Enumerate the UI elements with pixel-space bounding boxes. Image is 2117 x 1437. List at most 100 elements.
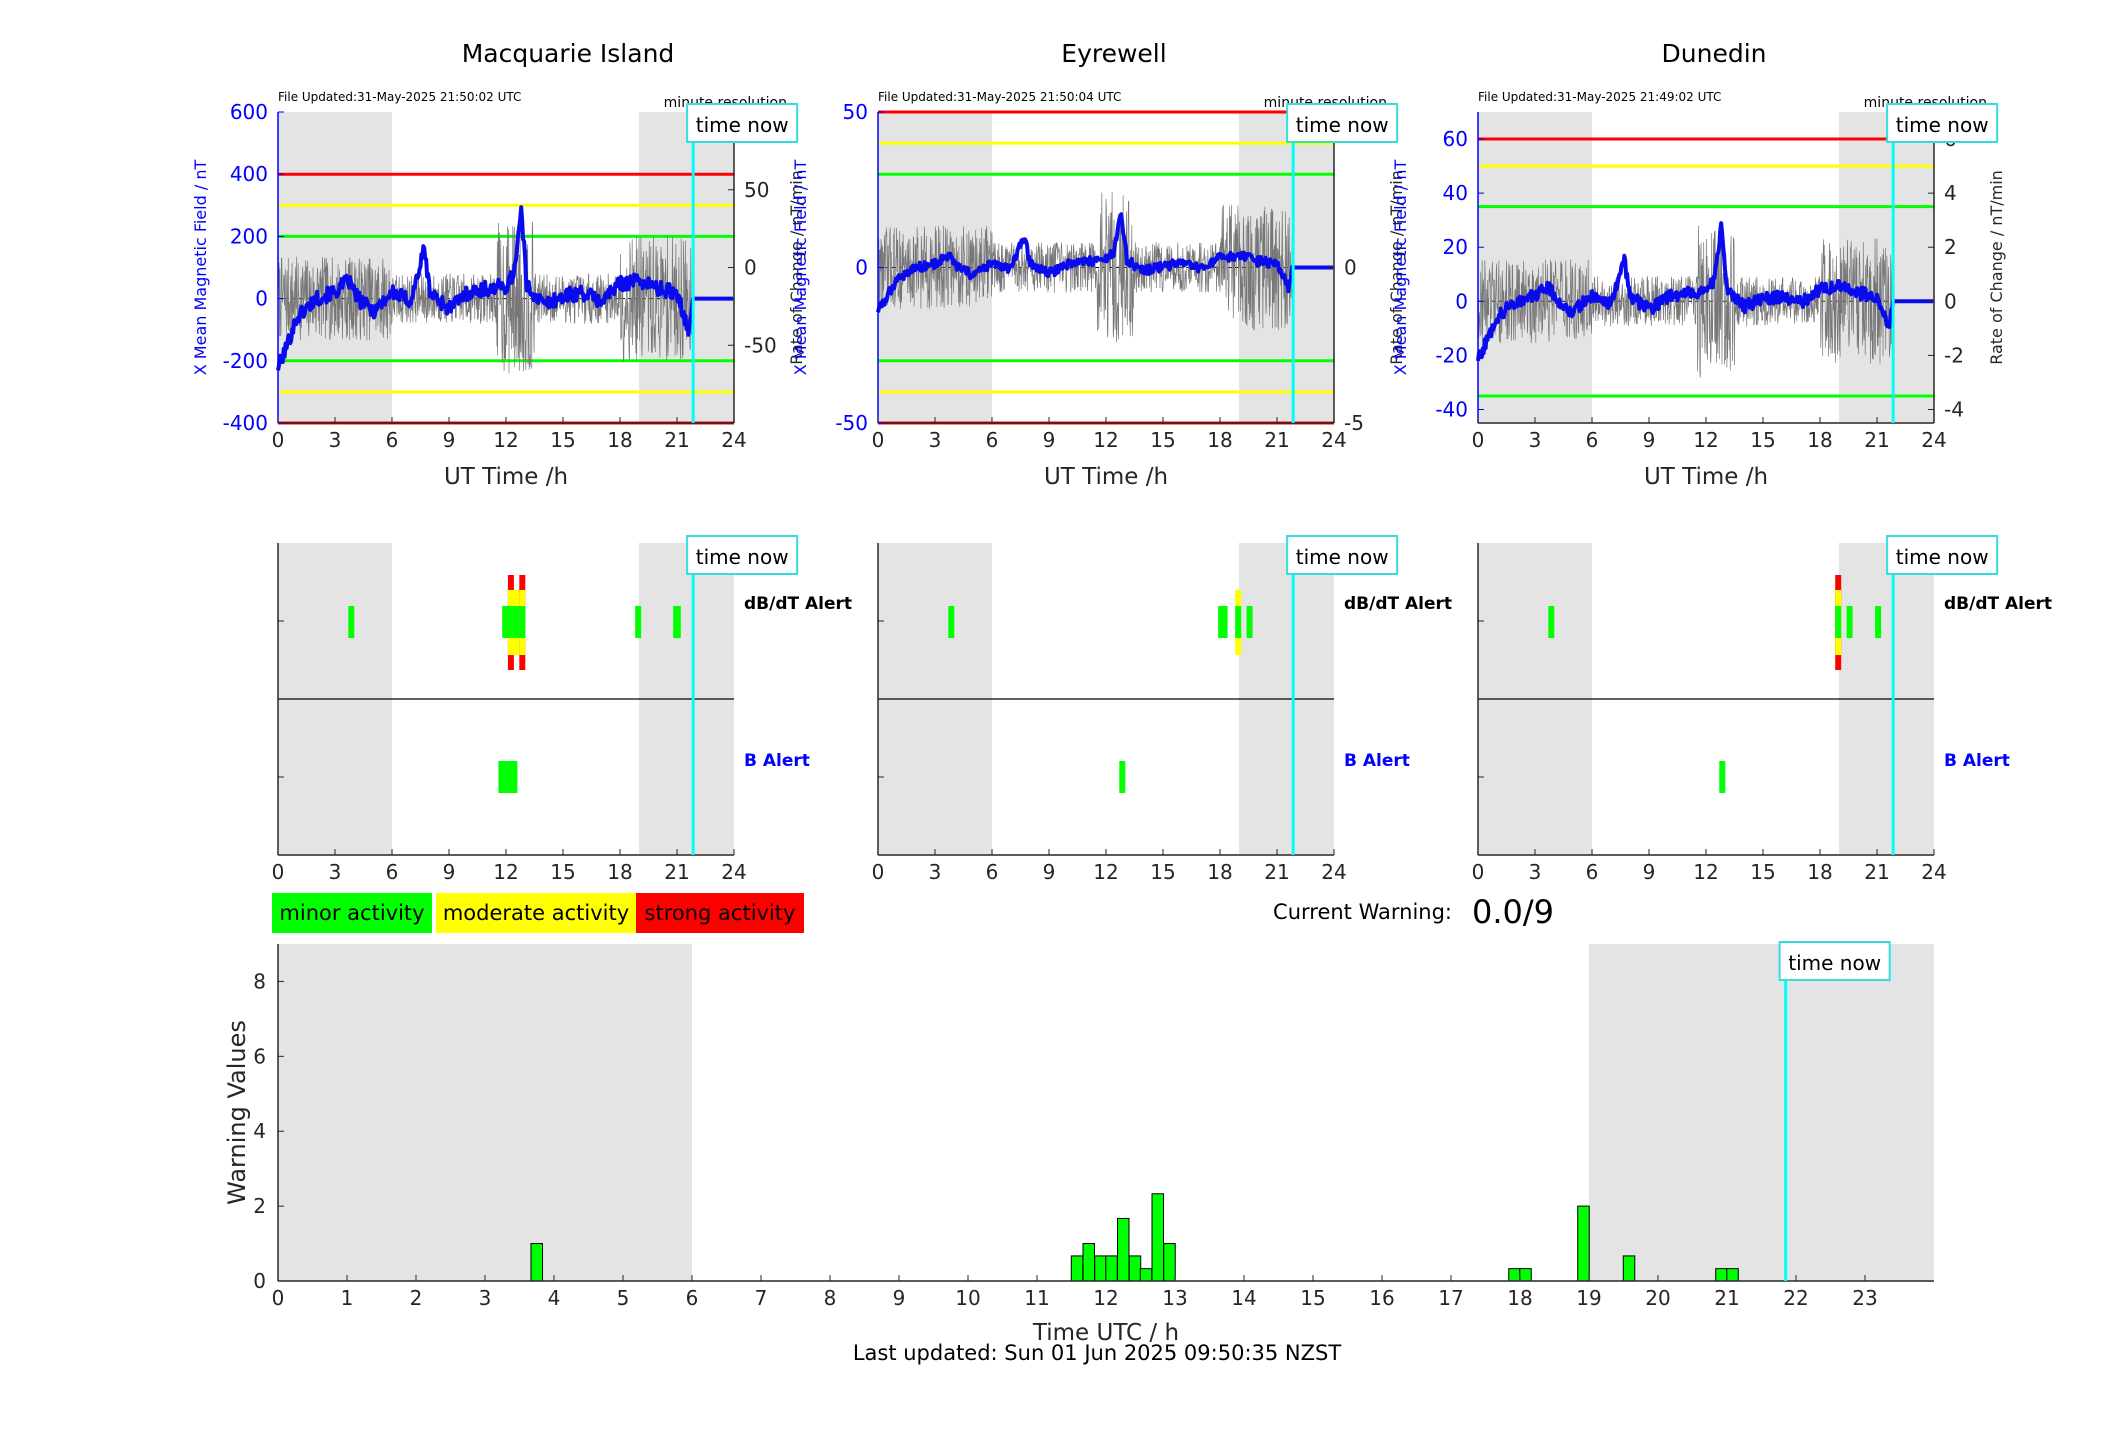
right-y-tick-label: 4 [1944, 181, 1957, 205]
right-y-axis-label: Rate of Change / nT/min [1387, 170, 1406, 365]
b-alert-bar [1119, 761, 1126, 793]
current-warning-value: 0.0/9 [1472, 893, 1554, 931]
legend-label-1: moderate activity [443, 901, 629, 925]
x-tick-label: 21 [664, 860, 689, 884]
y-tick-label: 600 [230, 100, 268, 124]
alert-panels: dB/dT Alert B Alert 0 3 6 9 12 15 18 21 24 time now… [272, 535, 2052, 884]
x-axis-label: Time UTC / h [1032, 1320, 1179, 1346]
station-panel-0: Macquarie Island File Updated:31-May-2025… [191, 39, 806, 490]
file-updated-text: File Updated:31-May-2025 21:50:04 UTC [878, 90, 1121, 104]
last-updated-footer: Last updated: Sun 01 Jun 2025 09:50:35 N… [853, 1341, 1342, 1365]
y-tick-label: 6 [253, 1044, 266, 1068]
right-y-tick-label: 0 [744, 256, 757, 280]
x-tick-label: 6 [986, 428, 999, 452]
x-tick-label: 18 [1507, 1286, 1532, 1310]
dbdt-alert-minor [1548, 606, 1555, 638]
x-tick-label: 12 [1693, 860, 1718, 884]
x-tick-label: 22 [1783, 1286, 1808, 1310]
x-axis-label: UT Time /h [1044, 464, 1168, 490]
time-now-label: time now [1296, 545, 1389, 569]
x-tick-label: 3 [1529, 428, 1542, 452]
y-tick-label: 4 [253, 1119, 266, 1143]
file-updated-text: File Updated:31-May-2025 21:49:02 UTC [1478, 90, 1721, 104]
y-axis-label: Warning Values [223, 1020, 251, 1205]
x-tick-label: 6 [986, 860, 999, 884]
time-now-box [686, 103, 799, 143]
y-tick-label: 200 [230, 224, 268, 248]
x-tick-label: 7 [755, 1286, 768, 1310]
alert-panel-1: dB/dT Alert B Alert 0 3 6 9 12 15 18 21 24 time now [872, 535, 1452, 884]
station-panel-2: Dunedin File Updated:31-May-2025 21:49:02… [1391, 39, 2006, 490]
station-title: Macquarie Island [462, 39, 675, 68]
x-tick-label: 21 [1264, 428, 1289, 452]
x-tick-label: 15 [550, 860, 575, 884]
right-y-tick-label: 2 [1944, 235, 1957, 259]
x-tick-label: 2 [410, 1286, 423, 1310]
x-tick-label: 6 [386, 860, 399, 884]
x-tick-label: 21 [664, 428, 689, 452]
x-tick-label: 15 [550, 428, 575, 452]
x-tick-label: 3 [929, 860, 942, 884]
x-tick-label: 21 [1864, 428, 1889, 452]
x-tick-label: 15 [1750, 428, 1775, 452]
x-axis-label: UT Time /h [1644, 464, 1768, 490]
b-alert-label: B Alert [744, 751, 810, 771]
x-tick-label: 6 [1586, 860, 1599, 884]
b-alert-bar [498, 761, 518, 793]
x-tick-label: 15 [1750, 860, 1775, 884]
dbdt-alert-minor [502, 606, 509, 638]
time-now-box [1286, 103, 1399, 143]
right-y-axis-label: Rate of Change / nT/min [1987, 170, 2006, 365]
x-tick-label: 0 [272, 860, 285, 884]
dbdt-alert-minor [948, 606, 955, 638]
alert-panel-0: dB/dT Alert B Alert 0 3 6 9 12 15 18 21 24 time now [272, 535, 852, 884]
x-tick-label: 18 [1807, 860, 1832, 884]
right-y-axis-label: Rate of Change / nT/min [787, 170, 806, 365]
warning-bar [1163, 1243, 1176, 1282]
time-now-box [1778, 941, 1891, 981]
y-tick-label: 50 [843, 100, 868, 124]
dbdt-alert-minor [1235, 606, 1242, 638]
x-tick-label: 0 [1472, 860, 1485, 884]
file-updated-text: File Updated:31-May-2025 21:50:02 UTC [278, 90, 521, 104]
warning-bar [1715, 1268, 1728, 1282]
x-tick-label: 12 [1093, 860, 1118, 884]
b-alert-label: B Alert [1944, 751, 2010, 771]
x-tick-label: 23 [1852, 1286, 1877, 1310]
x-tick-label: 9 [893, 1286, 906, 1310]
warning-bar [1726, 1268, 1739, 1282]
x-tick-label: 0 [872, 860, 885, 884]
right-y-tick-label: 50 [744, 178, 769, 202]
x-tick-label: 9 [1043, 860, 1056, 884]
dbdt-alert-minor [1246, 606, 1253, 638]
y-tick-label: 0 [255, 287, 268, 311]
x-tick-label: 24 [721, 860, 746, 884]
legend-swatch-0 [272, 893, 432, 933]
x-tick-label: 24 [1321, 428, 1346, 452]
right-y-tick-label: -2 [1944, 343, 1964, 367]
time-now-box [686, 535, 799, 575]
x-tick-label: 12 [1093, 428, 1118, 452]
activity-legend: minor activity moderate activity strong ac… [272, 893, 804, 933]
x-axis-label: UT Time /h [444, 464, 568, 490]
right-y-tick-label: -5 [1344, 411, 1364, 435]
dbdt-alert-minor [1835, 606, 1842, 638]
x-tick-label: 15 [1300, 1286, 1325, 1310]
night-shade [278, 944, 692, 1281]
x-tick-label: 9 [1643, 860, 1656, 884]
x-tick-label: 0 [872, 428, 885, 452]
x-tick-label: 6 [686, 1286, 699, 1310]
x-tick-label: 8 [824, 1286, 837, 1310]
legend-swatch-1 [436, 893, 636, 933]
legend-label-0: minor activity [279, 901, 424, 925]
dbdt-alert-minor [507, 606, 514, 638]
x-tick-label: 13 [1162, 1286, 1187, 1310]
right-y-tick-label: 0 [1344, 256, 1357, 280]
night-shade [639, 112, 734, 423]
x-tick-label: 3 [329, 428, 342, 452]
x-tick-label: 3 [329, 860, 342, 884]
y-tick-label: 0 [1455, 289, 1468, 313]
b-alert-label: B Alert [1344, 751, 1410, 771]
x-tick-label: 15 [1150, 860, 1175, 884]
